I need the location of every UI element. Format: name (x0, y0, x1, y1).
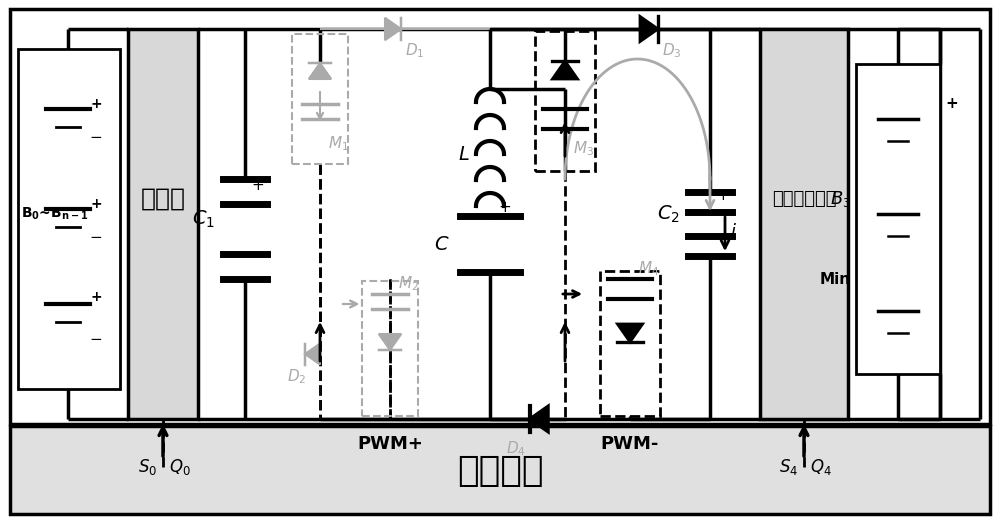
Text: $i$: $i$ (730, 223, 737, 241)
Text: +: + (945, 97, 958, 112)
Polygon shape (385, 18, 401, 40)
Text: $S_0$: $S_0$ (138, 457, 157, 477)
Text: $C$: $C$ (434, 235, 450, 253)
Text: $C_2$: $C_2$ (657, 203, 680, 225)
Text: $D_4$: $D_4$ (506, 440, 526, 458)
Bar (10, 426, 990, 514)
Text: +: + (90, 97, 102, 111)
Text: +: + (90, 197, 102, 211)
Bar (362, 281, 418, 416)
Bar (856, 64, 940, 374)
Text: $L$: $L$ (458, 144, 470, 163)
Text: $Q_0$: $Q_0$ (169, 457, 191, 477)
Text: −: − (90, 332, 102, 347)
Text: $B_3$: $B_3$ (830, 189, 851, 209)
Polygon shape (309, 63, 331, 79)
Text: $D_1$: $D_1$ (405, 42, 424, 60)
Text: $M_4$: $M_4$ (638, 260, 659, 278)
Polygon shape (305, 344, 320, 364)
Text: $M_2$: $M_2$ (398, 275, 419, 293)
Text: 微控制器: 微控制器 (457, 454, 543, 488)
Text: +: + (90, 290, 102, 304)
Bar (292, 34, 348, 164)
Bar (760, 29, 848, 419)
Text: PWM-: PWM- (601, 435, 659, 453)
Text: $D_2$: $D_2$ (287, 367, 306, 386)
Text: $S_4$: $S_4$ (779, 457, 798, 477)
Text: +: + (716, 188, 729, 203)
Text: 选择开关模块: 选择开关模块 (772, 190, 836, 208)
Bar (128, 29, 198, 419)
Polygon shape (379, 334, 401, 350)
Polygon shape (530, 406, 548, 432)
Bar (10, 9, 990, 424)
Text: Min: Min (820, 271, 851, 286)
Polygon shape (552, 61, 578, 79)
Text: −: − (90, 229, 102, 244)
Text: $C_1$: $C_1$ (192, 208, 215, 229)
Bar (535, 31, 595, 171)
Text: −: − (90, 130, 102, 144)
Text: +: + (498, 200, 511, 215)
Bar (18, 49, 120, 389)
Text: $D_3$: $D_3$ (662, 42, 682, 60)
Text: $M_3$: $M_3$ (573, 140, 594, 158)
Polygon shape (640, 17, 658, 42)
Text: $M_1$: $M_1$ (328, 134, 349, 153)
Bar (600, 271, 660, 416)
Text: +: + (251, 179, 264, 194)
Text: $Q_4$: $Q_4$ (810, 457, 832, 477)
Polygon shape (617, 324, 643, 342)
Text: $\mathbf{B_0}$~$\mathbf{B_{n-1}}$: $\mathbf{B_0}$~$\mathbf{B_{n-1}}$ (21, 206, 89, 222)
Text: PWM+: PWM+ (357, 435, 423, 453)
Text: 总开关: 总开关 (140, 187, 186, 211)
